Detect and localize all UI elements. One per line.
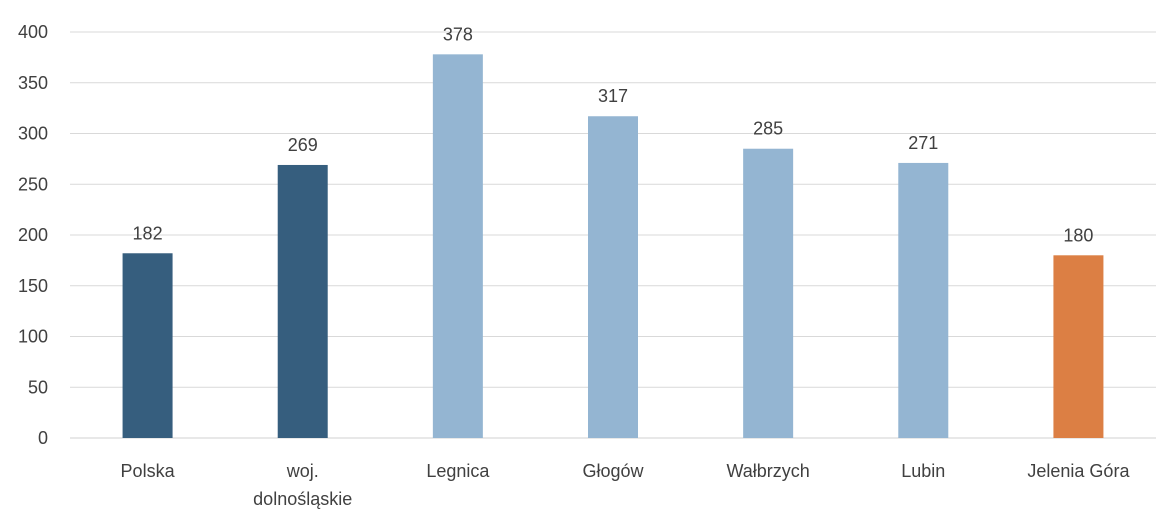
category-label: Lubin	[901, 461, 945, 481]
category-label: Głogów	[582, 461, 644, 481]
category-label: Wałbrzych	[726, 461, 809, 481]
y-tick-label: 250	[18, 174, 48, 194]
bars	[122, 54, 1104, 439]
data-label: 317	[598, 86, 628, 106]
bar	[1053, 255, 1104, 438]
y-tick-label: 350	[18, 73, 48, 93]
bar	[432, 54, 483, 438]
data-labels: 182 269 378 317 285 271 180	[133, 24, 1094, 245]
data-label: 378	[443, 24, 473, 44]
y-tick-label: 300	[18, 124, 48, 144]
y-tick-label: 0	[38, 428, 48, 448]
bar	[588, 116, 638, 439]
y-tick-label: 400	[18, 22, 48, 42]
category-label: woj.	[286, 461, 319, 481]
data-label: 285	[753, 119, 783, 139]
category-label: Polska	[121, 461, 176, 481]
data-label: 182	[133, 223, 163, 243]
category-label: Jelenia Góra	[1027, 461, 1130, 481]
x-axis-category-labels: Polska woj. dolnośląskie Legnica Głogów Wałbr…	[121, 461, 1131, 509]
bar	[277, 164, 328, 438]
data-label: 269	[288, 135, 318, 155]
bar	[898, 162, 949, 438]
data-label: 271	[908, 133, 938, 153]
y-axis-tick-labels: 0 50 100 150 200 250 300 350 400	[18, 22, 48, 448]
y-tick-label: 150	[18, 276, 48, 296]
y-tick-label: 200	[18, 225, 48, 245]
y-tick-label: 50	[28, 377, 48, 397]
category-label: Legnica	[426, 461, 490, 481]
bar	[743, 148, 794, 438]
bar	[122, 253, 173, 438]
data-label: 180	[1063, 225, 1093, 245]
category-label: dolnośląskie	[253, 489, 352, 509]
y-tick-label: 100	[18, 327, 48, 347]
